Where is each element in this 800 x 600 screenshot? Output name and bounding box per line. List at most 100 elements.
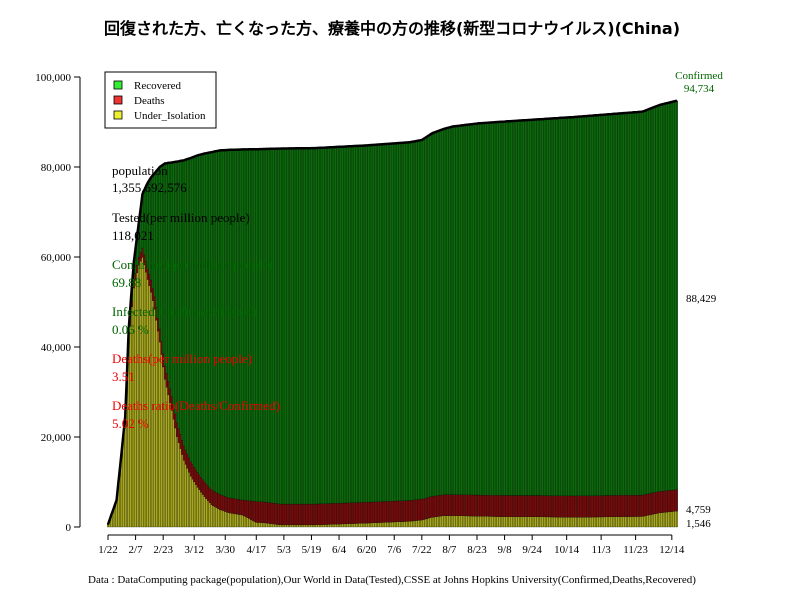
bar-under-isolation [639, 516, 642, 528]
bar-under-isolation [667, 511, 670, 528]
bar-recovered [608, 114, 611, 496]
bar-deaths [524, 495, 527, 517]
bar-deaths [362, 502, 365, 524]
bar-deaths [381, 501, 384, 523]
bar-deaths [408, 500, 411, 522]
bar-recovered [463, 124, 466, 495]
bar-recovered [217, 150, 220, 494]
bar-deaths [398, 500, 401, 522]
x-tick-label: 4/17 [247, 544, 267, 556]
bar-recovered [631, 112, 634, 496]
bar-recovered [486, 122, 489, 496]
bar-deaths [448, 494, 451, 516]
bar-under-isolation [303, 524, 306, 528]
bar-recovered [225, 149, 228, 498]
bar-deaths [620, 495, 623, 517]
bar-under-isolation [644, 515, 647, 528]
bar-under-isolation [448, 515, 451, 528]
bar-under-isolation [153, 309, 156, 528]
bar-under-isolation [562, 517, 565, 528]
bar-deaths [610, 495, 613, 517]
bar-under-isolation [232, 513, 235, 528]
bar-under-isolation [588, 516, 591, 528]
bar-deaths [351, 502, 354, 524]
bar-under-isolation [601, 516, 604, 528]
bar-under-isolation [410, 521, 413, 528]
bar-deaths [667, 490, 670, 513]
bar-recovered [381, 144, 384, 502]
bar-recovered [548, 118, 551, 496]
bar-deaths [560, 495, 563, 518]
bar-deaths [269, 502, 272, 524]
bar-recovered [389, 143, 392, 502]
bar-under-isolation [276, 524, 278, 528]
bar-deaths [262, 501, 265, 523]
bar-under-isolation [363, 523, 366, 528]
bar-recovered [417, 140, 420, 500]
x-tick-label: 3/12 [184, 544, 204, 556]
bar-deaths [550, 495, 553, 518]
bar-under-isolation [322, 524, 325, 528]
bar-recovered [296, 148, 299, 505]
bar-under-isolation [244, 516, 247, 528]
bar-under-isolation [398, 521, 401, 528]
bar-recovered [591, 115, 594, 496]
end-label-confirmed-title: Confirmed [675, 70, 723, 82]
bar-under-isolation [334, 524, 337, 528]
bar-under-isolation [526, 516, 528, 528]
bar-under-isolation [538, 516, 541, 528]
bar-recovered [657, 105, 660, 492]
bar-recovered [543, 118, 546, 496]
bar-recovered [388, 143, 391, 502]
bar-under-isolation [184, 464, 187, 528]
bar-deaths [450, 494, 453, 516]
bar-recovered [377, 144, 380, 502]
bar-recovered [253, 149, 256, 502]
bar-recovered [626, 112, 628, 496]
bar-deaths [291, 503, 294, 526]
bar-under-isolation [567, 517, 570, 528]
bar-deaths [379, 501, 382, 523]
bar-deaths [358, 502, 361, 524]
bar-recovered [634, 112, 637, 496]
bar-deaths [676, 489, 678, 512]
bar-recovered [405, 142, 408, 501]
bar-deaths [212, 490, 215, 506]
bar-recovered [472, 123, 475, 496]
bar-deaths [653, 492, 656, 515]
bar-deaths [284, 503, 287, 526]
bar-under-isolation [227, 512, 230, 528]
y-tick-label: 40,000 [41, 342, 72, 354]
annotation-infected-value: 0.06 % [112, 322, 149, 337]
bar-deaths [319, 503, 322, 525]
bar-under-isolation [313, 524, 316, 528]
bar-recovered [260, 148, 263, 502]
bar-under-isolation [393, 521, 396, 528]
bar-under-isolation [344, 523, 347, 528]
bar-deaths [229, 497, 232, 514]
bar-deaths [644, 494, 647, 516]
bar-deaths [565, 495, 568, 518]
bar-deaths [393, 500, 396, 523]
bar-recovered [563, 117, 566, 496]
bar-recovered [441, 129, 444, 495]
bar-recovered [310, 148, 313, 505]
bar-recovered [496, 121, 499, 496]
bar-recovered [317, 147, 320, 505]
bar-deaths [619, 495, 622, 517]
bar-under-isolation [515, 516, 518, 528]
bar-deaths [453, 494, 456, 516]
bar-deaths [315, 503, 318, 525]
bar-under-isolation [298, 524, 301, 528]
bar-recovered [524, 120, 527, 496]
bar-recovered [605, 114, 608, 496]
bar-deaths [377, 501, 380, 523]
bar-deaths [412, 499, 415, 522]
bar-deaths [244, 500, 247, 518]
bar-deaths [674, 489, 677, 512]
bar-recovered [294, 148, 297, 505]
bar-deaths [343, 502, 346, 525]
bar-under-isolation [222, 510, 225, 528]
bar-recovered [376, 144, 378, 502]
bar-recovered [582, 116, 585, 496]
